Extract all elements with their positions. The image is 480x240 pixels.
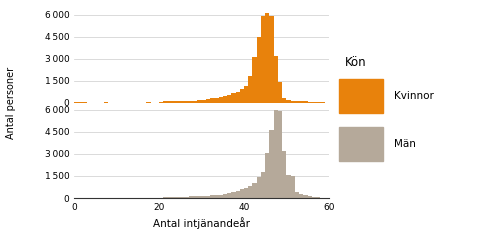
Bar — [269, 131, 274, 198]
Bar — [193, 101, 197, 103]
Bar — [227, 193, 231, 198]
Bar — [163, 102, 168, 103]
Bar — [197, 100, 202, 103]
Bar — [206, 196, 210, 198]
Bar — [274, 110, 278, 198]
Bar — [223, 96, 227, 103]
Bar — [215, 195, 218, 198]
Bar — [257, 36, 261, 103]
Bar — [210, 195, 215, 198]
Bar — [312, 197, 316, 198]
Bar — [278, 82, 282, 103]
Text: Kön: Kön — [345, 56, 367, 69]
Bar — [159, 102, 163, 103]
Bar — [248, 76, 252, 103]
Bar — [295, 101, 299, 103]
Bar — [287, 174, 290, 198]
Text: Män: Män — [394, 139, 416, 149]
Bar — [316, 197, 320, 198]
Bar — [299, 194, 303, 198]
Bar — [231, 192, 236, 198]
Bar — [248, 186, 252, 198]
Bar — [244, 188, 248, 198]
Bar — [202, 100, 206, 103]
Bar — [252, 183, 257, 198]
Bar — [295, 192, 299, 198]
Bar — [244, 86, 248, 103]
Bar — [290, 101, 295, 103]
Bar — [269, 16, 274, 103]
Bar — [252, 57, 257, 103]
Bar — [168, 101, 172, 103]
Bar — [202, 196, 206, 198]
Bar — [339, 127, 383, 161]
Bar — [215, 98, 218, 103]
Bar — [168, 197, 172, 198]
Bar — [210, 98, 215, 103]
Bar — [189, 101, 193, 103]
Bar — [261, 16, 265, 103]
Text: Kvinnor: Kvinnor — [394, 91, 434, 101]
Bar — [236, 92, 240, 103]
Bar — [180, 197, 185, 198]
Bar — [278, 111, 282, 198]
Bar — [172, 101, 176, 103]
Bar — [180, 101, 185, 103]
Bar — [312, 102, 316, 103]
Bar — [176, 101, 180, 103]
Bar — [303, 102, 308, 103]
Bar — [316, 102, 320, 103]
Bar — [299, 101, 303, 103]
Text: Antal personer: Antal personer — [6, 67, 15, 139]
Bar — [308, 196, 312, 198]
Bar — [197, 196, 202, 198]
Bar — [339, 79, 383, 113]
Bar — [227, 95, 231, 103]
Bar — [261, 172, 265, 198]
Bar — [282, 151, 287, 198]
Bar — [172, 197, 176, 198]
Bar — [287, 100, 290, 103]
Bar — [218, 97, 223, 103]
Bar — [218, 195, 223, 198]
Bar — [303, 195, 308, 198]
Bar — [223, 194, 227, 198]
Bar — [282, 98, 287, 103]
Bar — [236, 191, 240, 198]
X-axis label: Antal intjänandeår: Antal intjänandeår — [153, 217, 250, 229]
Bar — [231, 93, 236, 103]
Bar — [290, 176, 295, 198]
Bar — [193, 196, 197, 198]
Bar — [265, 13, 269, 103]
Bar — [240, 189, 244, 198]
Bar — [189, 196, 193, 198]
Bar — [308, 102, 312, 103]
Bar — [185, 197, 189, 198]
Bar — [240, 89, 244, 103]
Bar — [274, 56, 278, 103]
Bar — [257, 177, 261, 198]
Bar — [185, 101, 189, 103]
Bar — [265, 152, 269, 198]
Bar — [74, 102, 79, 103]
Bar — [206, 99, 210, 103]
Bar — [176, 197, 180, 198]
